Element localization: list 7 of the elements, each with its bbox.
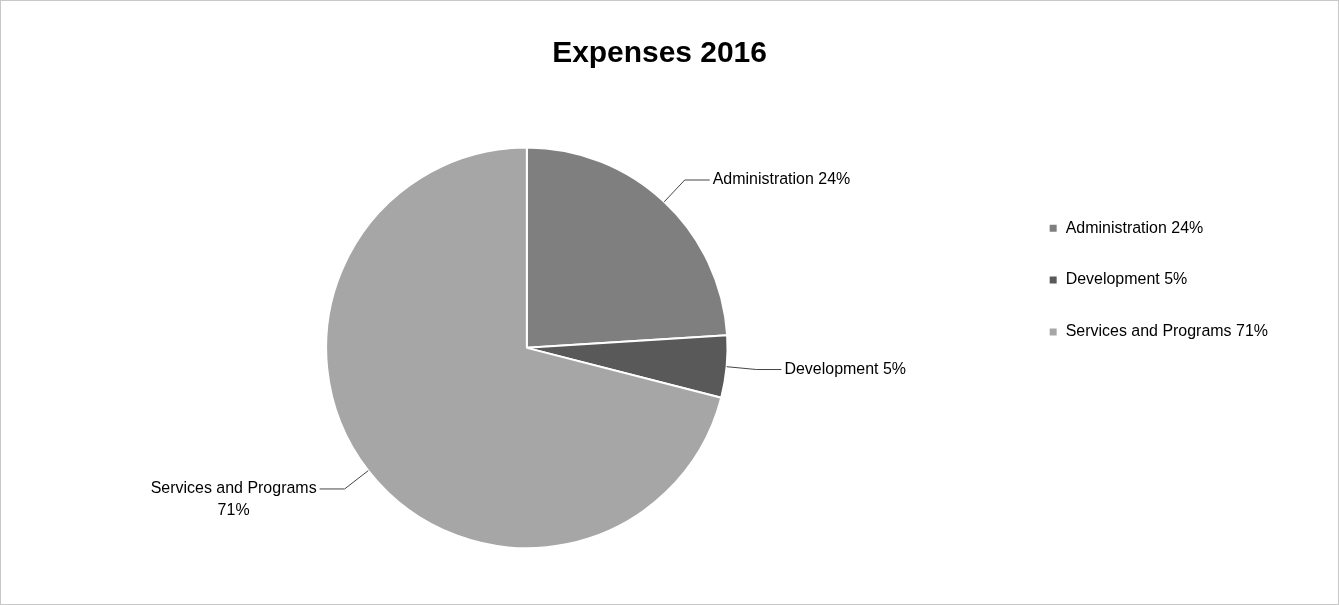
legend-label: Administration 24% [1065, 218, 1204, 236]
legend-label: Services and Programs 71% [1065, 322, 1269, 340]
data-label: Services and Programs 71% [150, 479, 317, 519]
data-label: Administration 24% [712, 170, 851, 188]
chart-title: Expenses 2016 [552, 35, 767, 69]
legend-label: Development 5% [1065, 270, 1188, 288]
data-label: Development 5% [784, 359, 907, 377]
